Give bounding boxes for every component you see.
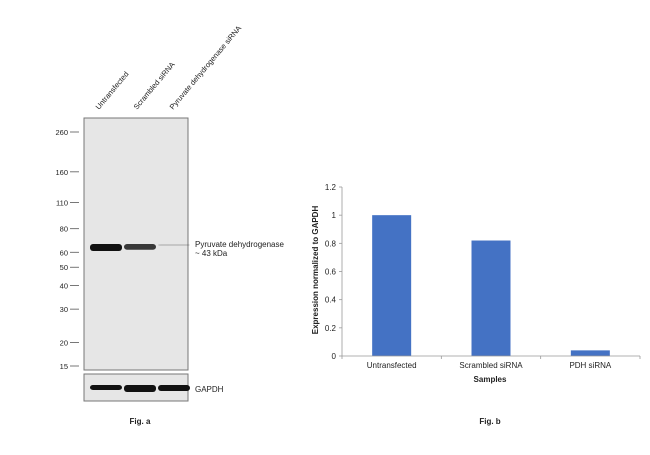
- marker-label: 110: [56, 199, 68, 208]
- fig-b-caption: Fig. b: [479, 417, 500, 426]
- marker-label: 60: [60, 248, 68, 257]
- band-size: ~ 43 kDa: [195, 249, 228, 258]
- y-tick-label: 0: [332, 352, 337, 361]
- marker-label: 30: [60, 305, 68, 314]
- bar: [372, 215, 412, 356]
- y-tick-label: 0.6: [325, 268, 337, 277]
- marker-label: 20: [60, 338, 68, 347]
- y-tick-label: 0.8: [325, 239, 337, 248]
- bar: [471, 240, 511, 356]
- marker-label: 50: [60, 263, 68, 272]
- lane-label: Untransfected: [94, 70, 131, 112]
- fig-a-caption: Fig. a: [130, 417, 151, 426]
- bar-chart: 0 0.2 0.4 0.6 0.8 1 1.2 Untransfected Scrambled…: [311, 183, 641, 426]
- lane-label: Pyruvate dehydrogenase siRNA: [168, 24, 244, 112]
- y-tick-label: 1: [332, 211, 337, 220]
- bar: [570, 350, 610, 356]
- marker-label: 15: [60, 362, 68, 371]
- pdh-band: [124, 244, 156, 250]
- gapdh-band: [124, 385, 156, 392]
- marker-label: 40: [60, 282, 68, 291]
- y-tick-label: 1.2: [325, 183, 337, 192]
- x-tick-label: Untransfected: [367, 361, 417, 370]
- y-tick-label: 0.2: [325, 324, 337, 333]
- marker-label: 80: [60, 225, 68, 234]
- pdh-band: [158, 244, 190, 246]
- x-tick-label: PDH siRNA: [569, 361, 611, 370]
- gapdh-band: [158, 385, 190, 391]
- marker-label: 260: [55, 128, 68, 137]
- y-tick-label: 0.4: [325, 296, 337, 305]
- gapdh-band: [90, 385, 122, 390]
- pdh-band: [90, 244, 122, 251]
- x-axis-label: Samples: [474, 375, 507, 384]
- band-label: Pyruvate dehydrogenase: [195, 240, 285, 249]
- x-tick-label: Scrambled siRNA: [459, 361, 523, 370]
- marker-label: 160: [55, 168, 68, 177]
- y-axis-label: Expression normalized to GAPDH: [311, 206, 320, 335]
- loading-control-label: GAPDH: [195, 385, 224, 394]
